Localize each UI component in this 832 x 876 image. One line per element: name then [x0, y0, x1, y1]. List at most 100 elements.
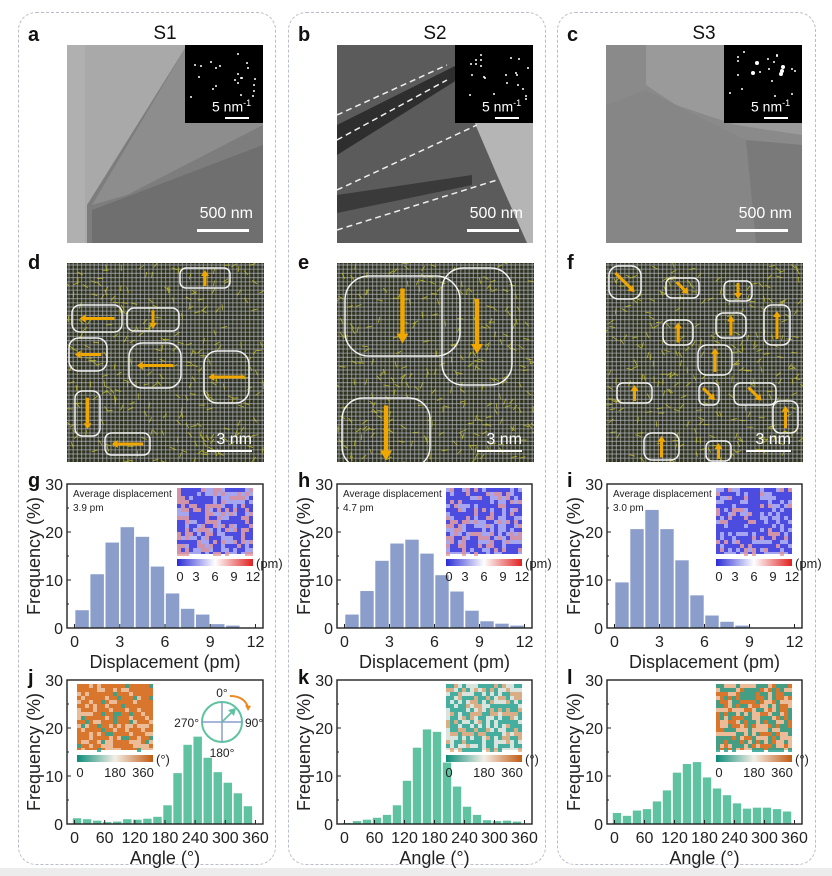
- diffraction-spot: [776, 55, 779, 58]
- histogram-bar: [705, 615, 719, 628]
- tem-scale-label: 500 nm: [738, 205, 792, 222]
- diffraction-spot: [469, 93, 472, 96]
- x-tick-label: 12: [247, 634, 265, 651]
- polar-domain-outline: [74, 390, 101, 437]
- average-displacement-title: Average displacement: [613, 489, 712, 500]
- histogram-bar: [143, 818, 152, 824]
- polarization-arrow-icon: [396, 288, 409, 344]
- tem-image: 5 nm-1 500 nm: [606, 45, 802, 243]
- polar-domain-outline: [705, 440, 732, 462]
- histogram-bar: [432, 731, 442, 824]
- colorbar-tick-label: 0: [715, 569, 722, 584]
- y-axis-label: Frequency (%): [564, 497, 584, 615]
- diffraction-spot: [479, 59, 482, 62]
- angle-map-inset: [77, 684, 153, 752]
- polar-domain-outline: [179, 267, 231, 289]
- diffraction-spot: [471, 74, 474, 76]
- diffraction-spot: [736, 59, 739, 62]
- saed-scale-label: 5 nm-1: [212, 98, 251, 115]
- y-tick-label: 20: [315, 525, 333, 542]
- histogram-bar: [392, 805, 402, 824]
- polarization-arrow-icon: [111, 440, 144, 448]
- x-tick-label: 0: [340, 634, 349, 651]
- colorbar-tick-label: 3: [192, 569, 199, 584]
- diffraction-spot: [252, 95, 255, 98]
- colorbar-tick-label: 3: [731, 569, 738, 584]
- colorbar-tick-label: 360: [771, 765, 793, 780]
- histogram-bar: [82, 819, 92, 824]
- histogram-bar: [645, 509, 659, 628]
- panel-label-tem: c: [567, 24, 579, 46]
- x-tick-label: 0: [610, 634, 619, 651]
- diffraction-spot: [246, 66, 249, 69]
- histogram-bar: [105, 542, 119, 628]
- bottom-band: [0, 868, 832, 876]
- twin-boundary-line: [337, 64, 448, 116]
- lattice-grid: [337, 263, 534, 462]
- polar-domain-outline: [723, 280, 753, 302]
- x-tick-label: 6: [161, 634, 170, 651]
- histogram-bar: [193, 736, 202, 824]
- y-axis-label: Frequency (%): [564, 693, 584, 811]
- histogram-bar: [722, 795, 732, 824]
- polarization-arrow-icon: [711, 348, 719, 372]
- diffraction-spot: [241, 77, 244, 80]
- histogram-bar: [422, 729, 432, 824]
- histogram-bar: [183, 744, 192, 824]
- y-tick-label: 30: [585, 477, 603, 494]
- diffraction-spot: [524, 94, 527, 97]
- x-axis-label: Displacement (pm): [359, 652, 510, 672]
- colorbar-tick-label: 0: [715, 765, 722, 780]
- polar-domain-outline: [715, 312, 747, 339]
- histogram-bar: [652, 801, 662, 824]
- histogram-bar: [642, 809, 652, 824]
- saed-scale-exponent: -1: [513, 98, 522, 108]
- x-tick-label: 360: [781, 830, 808, 847]
- diffraction-spot: [737, 73, 740, 76]
- colorbar-tick-label: 9: [230, 569, 237, 584]
- diffraction-spot: [239, 76, 242, 79]
- histogram-bar: [211, 624, 225, 628]
- atomic-displacement-map: 3 nm: [337, 263, 534, 462]
- diffraction-spot: [479, 53, 482, 56]
- diffraction-spot: [506, 82, 509, 85]
- histogram-bar: [632, 810, 642, 824]
- y-axis-label: Frequency (%): [294, 497, 314, 615]
- x-tick-label: 180: [152, 830, 179, 847]
- colorbar: [177, 559, 253, 566]
- diffraction-spot: [215, 66, 218, 69]
- polar-domain-outline: [643, 432, 680, 461]
- y-axis-label: Frequency (%): [24, 497, 44, 615]
- y-tick-label: 20: [315, 721, 333, 738]
- saed-pattern-inset: 5 nm-1: [185, 45, 263, 123]
- histogram-bar: [213, 772, 222, 824]
- histogram-bar: [92, 820, 102, 824]
- diffraction-spot: [474, 58, 477, 61]
- saed-scale-bar: [225, 117, 249, 119]
- x-tick-label: 300: [751, 830, 778, 847]
- y-tick-label: 10: [45, 573, 63, 590]
- panel-label-map: f: [567, 252, 574, 274]
- x-tick-label: 180: [691, 830, 718, 847]
- diffraction-spot: [509, 56, 512, 59]
- x-tick-label: 120: [661, 830, 688, 847]
- polar-domain-outline: [128, 342, 182, 389]
- polarization-arrow-icon: [201, 270, 209, 286]
- polar-domain-outline: [71, 304, 123, 333]
- x-tick-label: 300: [212, 830, 239, 847]
- polar-domain-outline: [697, 344, 733, 376]
- diffraction-spot: [469, 62, 472, 65]
- diffraction-spot: [517, 84, 520, 87]
- diffraction-spot: [514, 71, 517, 74]
- y-tick-label: 0: [594, 817, 603, 834]
- x-tick-label: 300: [481, 830, 508, 847]
- histogram-bar: [203, 757, 212, 824]
- sample-title: S3: [692, 23, 716, 44]
- histogram-bar: [492, 821, 502, 824]
- diffraction-spot: [779, 72, 784, 77]
- y-tick-label: 0: [324, 621, 333, 638]
- diffraction-spot: [526, 66, 529, 69]
- y-tick-label: 30: [45, 477, 63, 494]
- polar-domain-outline: [698, 382, 720, 406]
